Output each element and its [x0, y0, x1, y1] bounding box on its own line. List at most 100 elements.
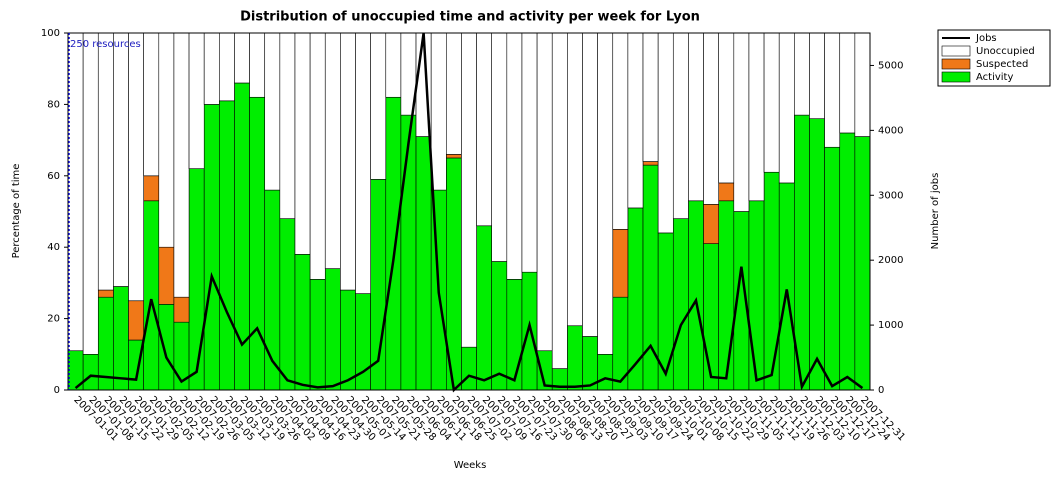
bar-segment — [521, 32, 538, 273]
bar-segment — [370, 32, 387, 180]
bar-segment — [582, 32, 598, 337]
bar-segment — [158, 246, 175, 305]
chart-title: Distribution of unoccupied time and acti… — [240, 10, 700, 25]
bar-segment — [158, 304, 175, 391]
bar-segment — [340, 289, 356, 391]
plot-frame — [67, 32, 871, 391]
bar-segment — [672, 32, 689, 219]
y-tick-label: 40 — [47, 242, 60, 253]
bar-segment — [491, 261, 508, 391]
bar-segment — [824, 32, 841, 148]
bar-segment — [82, 353, 99, 391]
bar-segment — [158, 32, 175, 248]
bar-segment — [763, 171, 780, 391]
y2-tick-label: 3000 — [878, 190, 903, 201]
bar-segment — [688, 32, 704, 202]
bar-segment — [748, 32, 765, 202]
bar-segment — [128, 300, 144, 341]
bar-segment — [567, 325, 583, 391]
legend-label: Suspected — [976, 59, 1028, 70]
bar-segment — [430, 32, 447, 191]
bar-segment — [476, 225, 492, 391]
bar-segment — [203, 32, 220, 105]
bar-segment — [612, 229, 629, 298]
bar-segment — [763, 32, 780, 173]
bar-segment — [249, 32, 266, 98]
bar-segment — [567, 32, 583, 327]
bar-segment — [294, 32, 311, 255]
bar-segment — [219, 100, 235, 391]
bar-segment — [143, 200, 160, 391]
legend-swatch — [941, 58, 971, 70]
bar-segment — [642, 32, 659, 162]
bar-segment — [82, 32, 99, 355]
y2-tick-label: 4000 — [878, 125, 903, 136]
legend-label: Activity — [976, 72, 1013, 83]
bar-segment — [521, 271, 538, 391]
x-axis-label: Weeks — [454, 460, 487, 471]
bar-segment — [748, 200, 765, 391]
bar-segment — [446, 154, 462, 159]
bar-segment — [309, 32, 326, 280]
bar-segment — [688, 200, 704, 391]
bar-segment — [794, 32, 810, 116]
bar-segment — [324, 268, 341, 391]
bar-segment — [733, 32, 750, 212]
bar-segment — [188, 32, 205, 169]
bar-segment — [385, 32, 402, 98]
bar-segment — [718, 32, 735, 184]
bar-segment — [249, 96, 266, 391]
bar-segment — [597, 353, 614, 391]
bar-segment — [627, 32, 644, 209]
bar-segment — [143, 175, 160, 202]
annotation: 250 resources — [70, 39, 141, 50]
bar-segment — [113, 32, 129, 287]
y-axis-label: Percentage of time — [11, 164, 22, 259]
bar-segment — [536, 32, 553, 352]
bar-segment — [294, 254, 311, 391]
bar-segment — [778, 182, 795, 391]
y-tick-label: 80 — [47, 99, 60, 110]
bar-segment — [97, 32, 114, 291]
bar-segment — [461, 346, 477, 391]
bar-segment — [234, 32, 250, 84]
bar-segment — [476, 32, 492, 227]
y-tick-label: 20 — [47, 314, 60, 325]
bar-segment — [461, 32, 477, 348]
bar-segment — [718, 200, 735, 391]
bar-segment — [703, 204, 719, 244]
bar-segment — [657, 32, 674, 234]
y2-tick-label: 5000 — [878, 60, 903, 71]
bar-segment — [309, 279, 326, 391]
bar-segment — [809, 32, 825, 119]
bar-segment — [279, 218, 296, 391]
legend-swatch — [941, 45, 971, 57]
bar-segment — [703, 243, 719, 391]
bar-segment — [340, 32, 356, 291]
bar-segment — [718, 182, 735, 202]
bar-segment — [113, 286, 129, 391]
y-tick-label: 0 — [54, 385, 60, 396]
bar-segment — [854, 32, 871, 137]
bar-segment — [778, 32, 795, 184]
bar-segment — [506, 32, 523, 280]
bar-segment — [809, 118, 825, 391]
bar-segment — [264, 32, 281, 191]
bar-segment — [385, 96, 402, 391]
bar-segment — [506, 279, 523, 391]
legend-swatch — [941, 71, 971, 83]
bar-segment — [491, 32, 508, 262]
legend-label: Jobs — [975, 33, 997, 44]
line-series — [74, 32, 864, 393]
bar-segment — [400, 114, 417, 391]
bar-segment — [173, 32, 190, 298]
bar-segment — [355, 32, 371, 294]
y2-tick-label: 2000 — [878, 255, 903, 266]
bar-segment — [279, 32, 296, 219]
bar-segment — [67, 32, 84, 352]
bar-segment — [173, 296, 190, 323]
bar-segment — [703, 32, 719, 205]
bar-segment — [824, 146, 841, 391]
bar-segment — [551, 32, 568, 369]
